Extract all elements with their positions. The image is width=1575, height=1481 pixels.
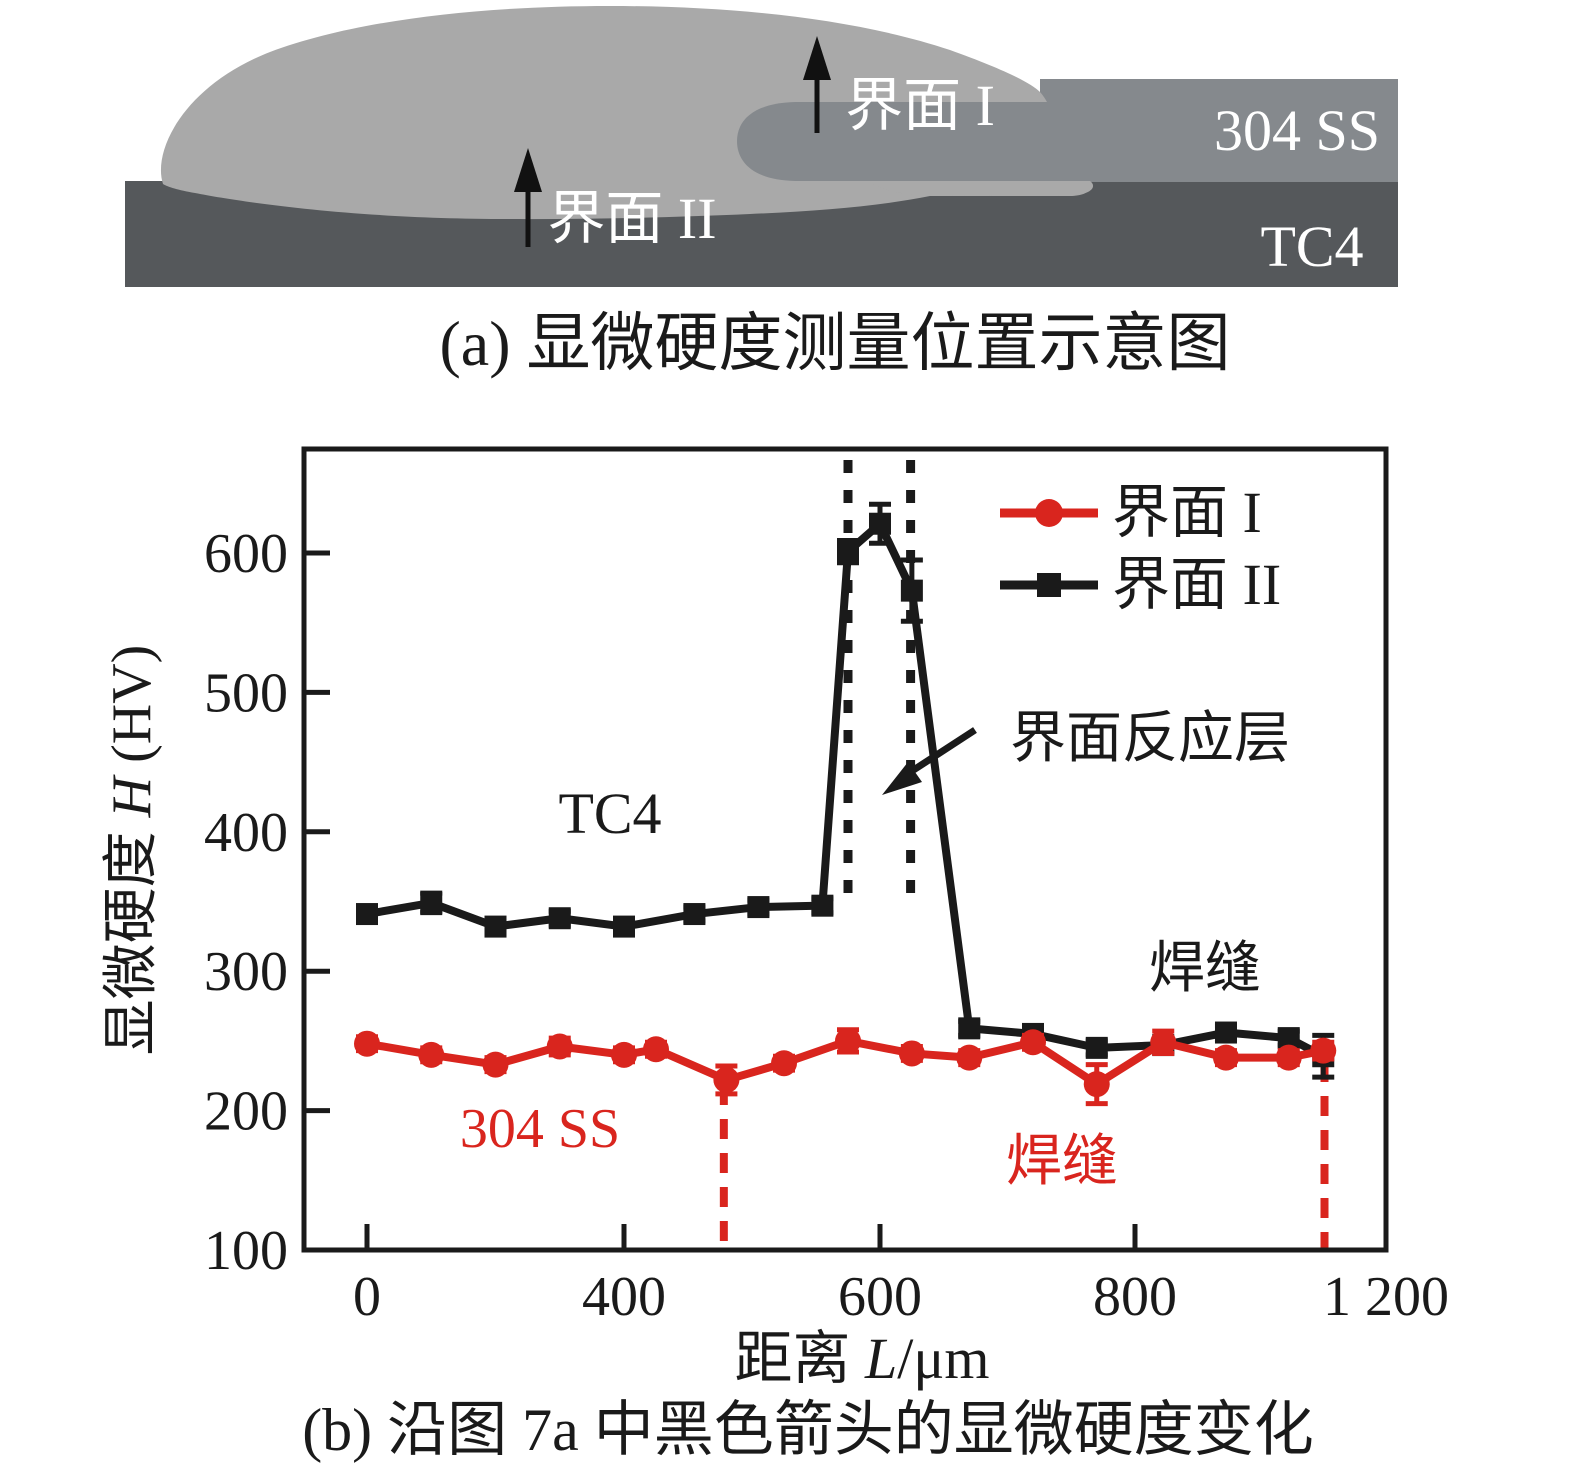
x-axis-title: 距离 L/μm: [734, 1326, 989, 1391]
y-tick-label: 100: [204, 1220, 288, 1282]
data-point-square: [613, 915, 635, 938]
x-axis-title-unit: /μm: [897, 1326, 989, 1391]
x-tick-label: 800: [1093, 1266, 1177, 1328]
y-tick-label: 500: [204, 662, 288, 724]
axis-tick-labels: 0 400 600 800 1 200 100 200 300 400 500 600: [204, 523, 1449, 1328]
y-tick-label: 200: [204, 1081, 288, 1143]
data-point-square: [900, 579, 923, 602]
data-point-circle: [354, 1030, 380, 1057]
data-point-square: [837, 540, 859, 563]
caption-panel-a: (a) 显微硬度测量位置示意图: [439, 308, 1230, 379]
label-304ss: 304 SS: [1214, 98, 1380, 163]
label-interface2: 界面 II: [547, 186, 716, 251]
data-point-square: [683, 903, 706, 926]
data-point-circle: [643, 1036, 669, 1063]
label-interface1: 界面 I: [845, 73, 995, 138]
x-axis-title-variable: L: [864, 1326, 897, 1391]
panel-a-schematic: 界面 I 304 SS 界面 II TC4 (a) 显微硬度测量位置示意图: [125, 6, 1398, 379]
data-point-circle: [1020, 1029, 1046, 1056]
interface1-arrow-icon: [803, 36, 831, 133]
data-point-circle: [1275, 1044, 1302, 1071]
legend-label-interface1: 界面 I: [1112, 480, 1262, 545]
y-axis-title-variable: H: [101, 774, 163, 818]
data-point-square: [747, 896, 770, 919]
y-tick-label: 400: [204, 802, 288, 864]
data-point-circle: [956, 1044, 983, 1071]
x-tick-label: 400: [582, 1266, 666, 1328]
chart-series: [354, 501, 1337, 1107]
label-reaction-layer: 界面反应层: [1010, 708, 1290, 770]
ss-plate-tip-shape: [737, 102, 1160, 181]
data-point-circle: [482, 1051, 509, 1078]
plot-frame: [301, 446, 1389, 1253]
data-point-circle: [1310, 1037, 1337, 1064]
data-point-square: [484, 915, 507, 938]
data-point-square: [958, 1017, 981, 1040]
caption-panel-b: (b) 沿图 7a 中黑色箭头的显微硬度变化: [302, 1397, 1314, 1463]
plot-label-304ss: 304 SS: [460, 1098, 620, 1160]
data-point-circle: [835, 1027, 861, 1054]
reaction-layer-annotation: 界面反应层: [882, 708, 1290, 795]
data-point-circle: [1083, 1071, 1110, 1098]
legend-marker-circle-icon: [1035, 499, 1063, 527]
data-point-square: [1277, 1027, 1300, 1050]
data-point-square: [1085, 1036, 1108, 1059]
legend-marker-square-icon: [1037, 573, 1061, 597]
data-point-circle: [1212, 1044, 1239, 1071]
data-point-square: [356, 903, 378, 926]
axis-ticks: [304, 550, 1389, 1253]
x-axis-title-prefix: 距离: [734, 1326, 865, 1391]
x-tick-label: 1 200: [1323, 1266, 1449, 1328]
plot-label-weld-red: 焊缝: [1006, 1131, 1118, 1193]
data-point-circle: [611, 1041, 637, 1068]
x-tick-label: 600: [838, 1266, 922, 1328]
data-point-square: [548, 907, 571, 930]
annotation-arrowhead-icon: [882, 762, 922, 795]
data-point-square: [811, 894, 834, 917]
x-tick-label: 0: [353, 1266, 381, 1328]
chart-guide-lines: [719, 460, 1329, 1250]
plot-label-tc4: TC4: [558, 781, 661, 846]
data-point-square: [420, 891, 443, 914]
data-point-circle: [546, 1033, 573, 1060]
nugget-sliver-shape: [868, 181, 1094, 196]
data-point-circle: [713, 1066, 740, 1093]
panel-b-chart: 0 400 600 800 1 200 100 200 300 400 500 600 界面 I 界…: [101, 446, 1449, 1463]
y-axis-title-prefix: 显微硬度: [101, 817, 163, 1055]
legend-label-interface2: 界面 II: [1112, 552, 1281, 617]
data-point-circle: [771, 1050, 797, 1077]
data-point-square: [1214, 1021, 1237, 1044]
y-axis-title-unit: (HV): [101, 645, 163, 777]
interface2-arrow-icon: [514, 148, 542, 247]
label-tc4: TC4: [1260, 214, 1363, 279]
y-axis-title: 显微硬度 H (HV): [101, 645, 163, 1056]
y-tick-label: 300: [204, 941, 288, 1003]
data-point-square: [869, 512, 891, 535]
data-point-circle: [1150, 1029, 1177, 1056]
data-point-circle: [418, 1041, 445, 1068]
plot-label-weld-black: 焊缝: [1149, 938, 1261, 1000]
data-point-circle: [898, 1040, 925, 1067]
chart-legend: 界面 I 界面 II: [1000, 480, 1281, 617]
y-tick-label: 600: [204, 523, 288, 585]
